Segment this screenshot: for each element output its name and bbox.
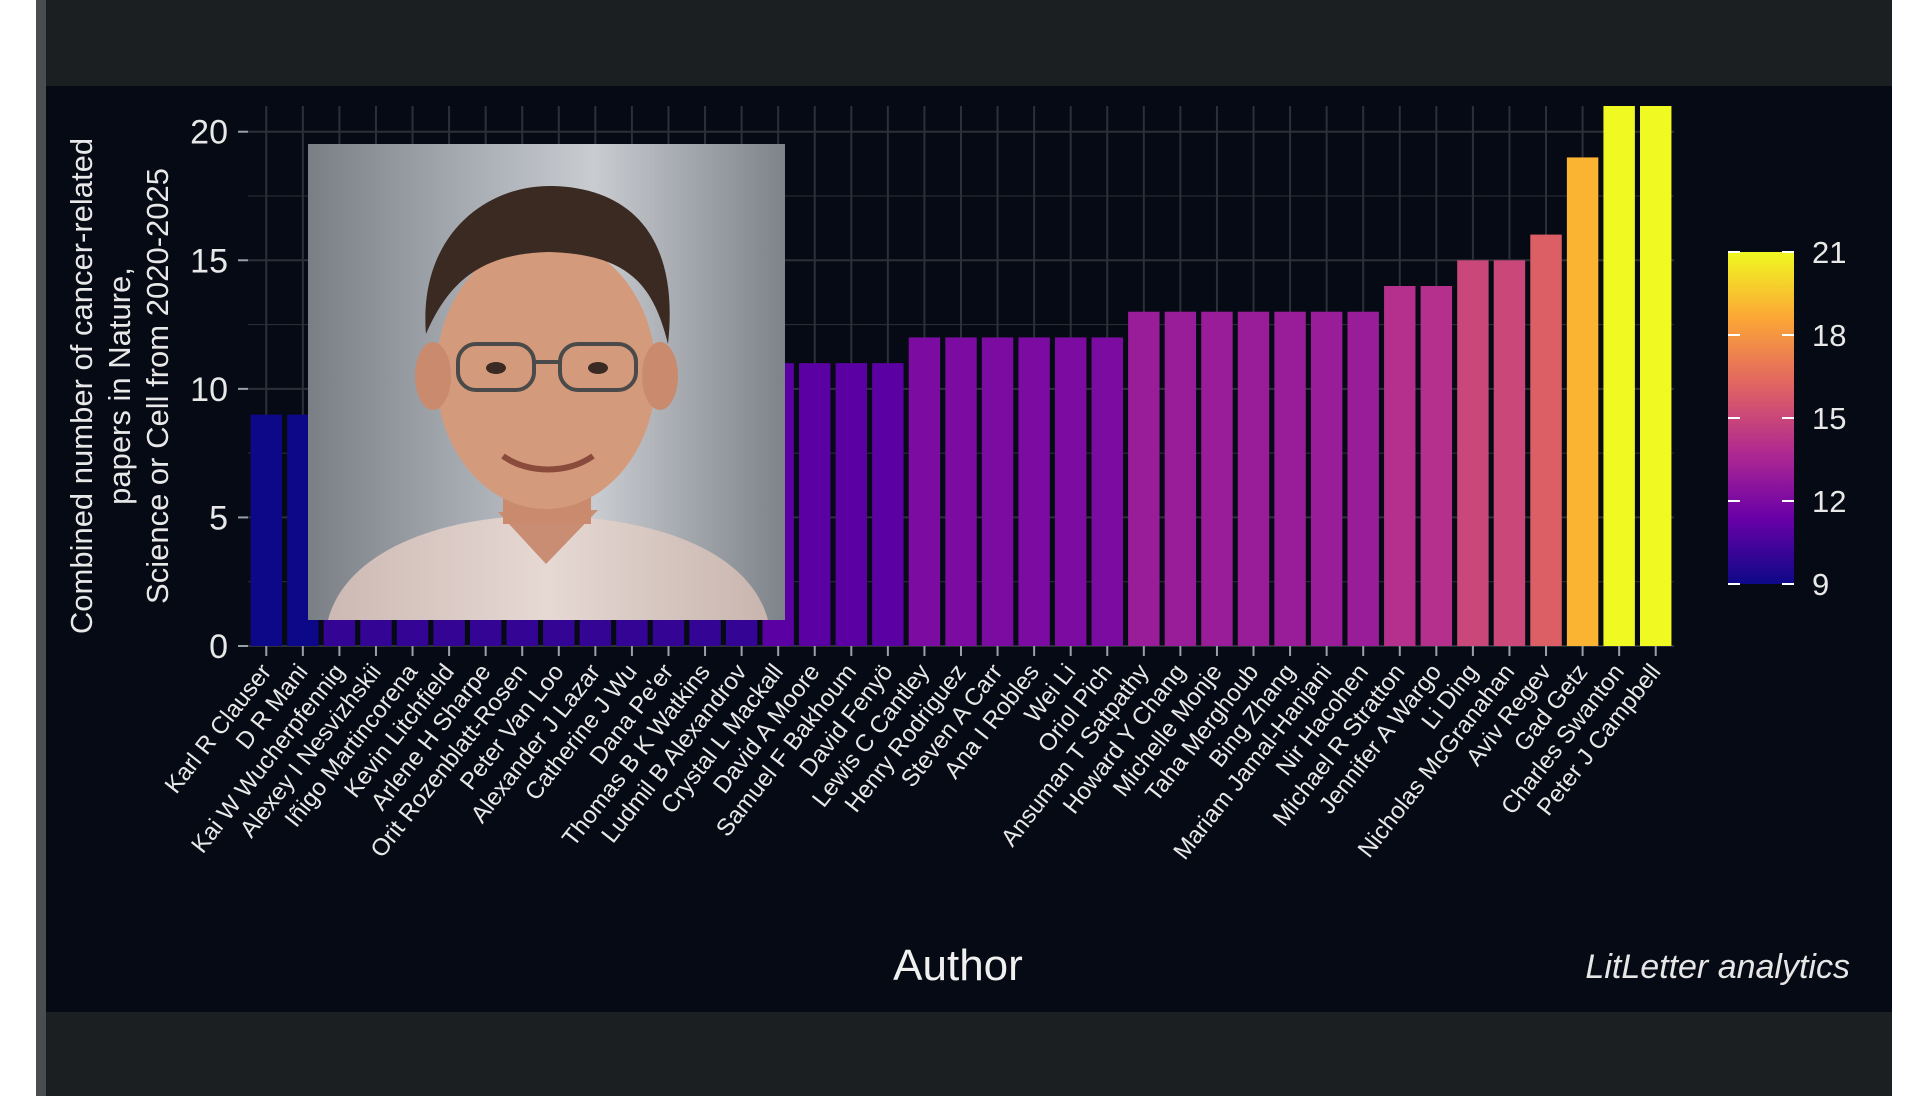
credit-text: LitLetter analytics xyxy=(1585,948,1850,986)
bar xyxy=(1128,311,1160,646)
y-axis-label: Combined number of cancer-relatedpapers … xyxy=(64,138,175,634)
colorbar-tick-label: 12 xyxy=(1812,484,1846,519)
bar xyxy=(1384,286,1416,646)
bar xyxy=(1054,337,1087,646)
y-axis: 0 5 10 15 20 xyxy=(190,114,248,666)
y-tick-label: 20 xyxy=(190,114,228,152)
y-tick-label: 0 xyxy=(209,628,228,666)
portrait-drawing xyxy=(328,185,768,620)
bar xyxy=(1639,106,1672,646)
bar xyxy=(799,363,831,646)
y-axis-label-line: papers in Nature, xyxy=(102,267,137,505)
colorbar-legend: 9 12 15 18 21 xyxy=(1728,235,1846,602)
bar xyxy=(1493,260,1526,646)
y-tick-label: 10 xyxy=(190,371,228,409)
bar xyxy=(1530,234,1562,647)
colorbar-tick-label: 9 xyxy=(1812,567,1829,602)
x-axis-label: Author xyxy=(893,941,1023,990)
bar xyxy=(908,337,941,646)
portrait-photo xyxy=(308,144,785,620)
bar xyxy=(872,363,904,646)
y-axis-label-line: Science or Cell from 2020-2025 xyxy=(140,168,175,604)
colorbar-tick-label: 18 xyxy=(1812,318,1846,353)
bar xyxy=(1566,157,1599,646)
bar xyxy=(1091,337,1123,646)
bar xyxy=(835,363,868,646)
bar xyxy=(1237,311,1270,646)
bar xyxy=(1274,311,1306,646)
bar xyxy=(1347,311,1379,646)
bar xyxy=(1310,311,1343,646)
y-axis-label-line: Combined number of cancer-related xyxy=(64,138,99,634)
bar xyxy=(1603,106,1635,646)
window-left-edge xyxy=(36,0,46,1096)
bar xyxy=(1201,311,1233,646)
bar xyxy=(981,337,1014,646)
bar xyxy=(1420,286,1453,646)
bar xyxy=(1164,311,1197,646)
bar xyxy=(945,337,977,646)
bar xyxy=(1457,260,1489,646)
colorbar-tick-label: 15 xyxy=(1812,401,1846,436)
colorbar-tick-label: 21 xyxy=(1812,235,1846,270)
y-tick-label: 15 xyxy=(190,242,228,280)
bar xyxy=(250,414,283,646)
bar xyxy=(1018,337,1050,646)
y-tick-label: 5 xyxy=(209,499,228,537)
